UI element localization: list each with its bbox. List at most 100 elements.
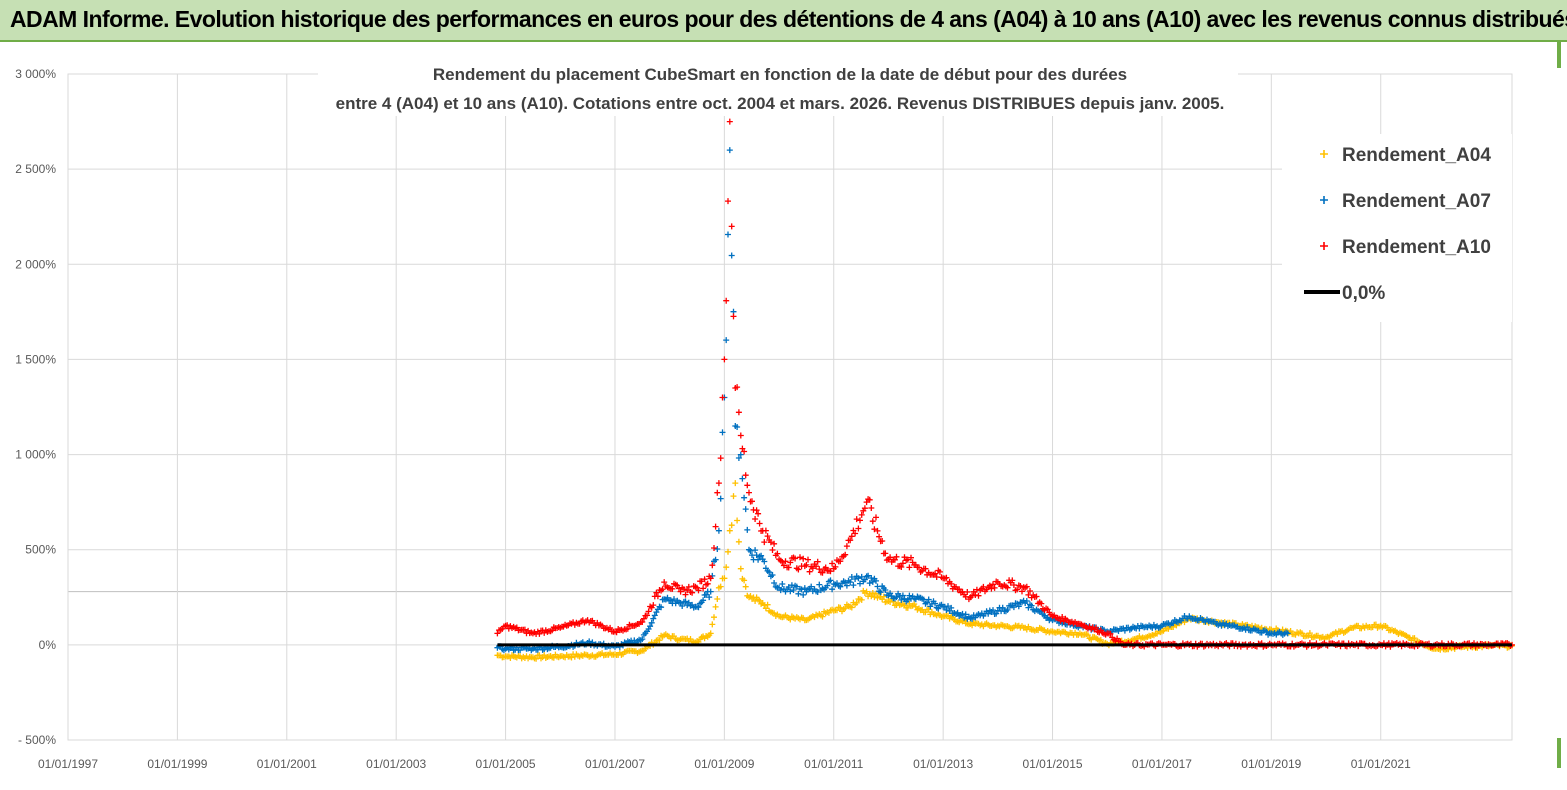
rendement-a07-point (703, 591, 710, 598)
rendement-a07-point (707, 588, 714, 595)
rendement-a04-point (967, 620, 974, 627)
rendement-a07-point (847, 579, 854, 586)
rendement-a10-point (871, 526, 878, 533)
chart-gridlines (67, 73, 1513, 741)
rendement-a10-point (680, 586, 687, 593)
y-tick-label: 1 500% (15, 352, 56, 366)
rendement-a07-point (715, 527, 722, 534)
rendement-a04-point (741, 577, 748, 584)
rendement-a10-point (814, 558, 821, 565)
rendement-a07-point (1004, 606, 1011, 613)
chart-title: Rendement du placement CubeSmart en fonc… (318, 58, 1238, 116)
rendement-a07-point (647, 623, 654, 630)
rendement-a04-point (502, 653, 509, 660)
rendement-a07-point (985, 610, 992, 617)
rendement-a10-point (685, 583, 692, 590)
rendement-a07-point (837, 583, 844, 590)
rendement-a07-point (869, 578, 876, 585)
y-tick-label: 500% (25, 543, 56, 557)
rendement-a07-point (648, 619, 655, 626)
rendement-a07-point (725, 231, 731, 238)
rendement-a10-point (893, 553, 900, 560)
rendement-a10-point (1059, 614, 1066, 620)
rendement-a10-point (863, 499, 870, 506)
rendement-a07-point (946, 608, 953, 614)
rendement-a04-point (1097, 636, 1104, 643)
rendement-a07-point (677, 600, 684, 606)
rendement-a10-point (689, 589, 696, 596)
rendement-a10-point (494, 630, 501, 637)
x-tick-label: 01/01/2013 (913, 757, 973, 771)
x-tick-label: 01/01/1999 (147, 757, 207, 771)
x-tick-label: 01/01/2019 (1241, 757, 1301, 771)
rendement-a07-point (999, 604, 1006, 611)
rendement-a04-point (711, 614, 717, 621)
legend-marker (1320, 196, 1328, 204)
rendement-a10-point (866, 496, 873, 503)
rendement-a07-point (962, 611, 969, 618)
rendement-a07-point (1015, 603, 1022, 610)
rendement-a07-point (824, 582, 831, 589)
rendement-a10-point (792, 555, 799, 562)
rendement-a07-point (726, 147, 733, 154)
rendement-a10-point (726, 118, 733, 125)
rendement-a10-point (879, 538, 886, 544)
rendement-a10-point (797, 554, 803, 561)
rendement-a10-point (639, 619, 646, 625)
rendement-a04-point (568, 654, 575, 661)
rendement-a10-point (645, 608, 652, 615)
rendement-a07-point (945, 603, 951, 610)
rendement-a10-point (712, 523, 719, 530)
rendement-a04-point (529, 654, 536, 661)
rendement-a04-point (1323, 634, 1329, 641)
rendement-a10-point (557, 624, 564, 631)
rendement-a04-point (1411, 635, 1418, 642)
rendement-a07-point (671, 596, 677, 603)
rendement-a10-point (529, 630, 536, 637)
rendement-a04-point (612, 651, 618, 658)
rendement-a10-point (843, 543, 850, 550)
rendement-a07-point (925, 596, 932, 603)
y-axis-labels: 3 000% 2 500% 2 000% 1 500% 1 000% 500% 0% - 50… (15, 67, 56, 747)
rendement-a07-point (742, 506, 749, 513)
rendement-a10-point (970, 588, 977, 595)
rendement-a10-point (746, 489, 752, 496)
rendement-a07-point (954, 609, 961, 616)
rendement-a10-point (1033, 593, 1040, 600)
rendement-a07-point (651, 612, 658, 619)
rendement-a10-point (904, 556, 911, 563)
rendement-a10-point (769, 547, 776, 553)
y-tick-label: 2 000% (15, 257, 56, 271)
rendement-a07-point (664, 594, 671, 601)
rendement-a10-point (694, 584, 700, 591)
rendement-a04-point (1084, 632, 1091, 639)
rendement-a04-point (819, 613, 826, 620)
rendement-a04-point (725, 548, 731, 555)
rendement-a07-point (728, 252, 735, 259)
rendement-a10-point (584, 617, 591, 624)
rendement-a10-point (684, 587, 691, 594)
rendement-a10-point (725, 198, 731, 205)
rendement-a10-point (771, 540, 778, 547)
rendement-a10-point (677, 588, 684, 595)
banner-title: ADAM Informe. Evolution historique des p… (10, 6, 1567, 32)
rendement-a10-point (719, 394, 726, 401)
rendement-a10-point (661, 579, 668, 586)
rendement-a10-point (774, 550, 781, 557)
rendement-a07-point (912, 596, 919, 603)
rendement-a10-point (549, 627, 556, 634)
rendement-a10-point (868, 505, 875, 511)
rendement-a10-point (1022, 584, 1029, 591)
rendement-a07-point (1158, 622, 1165, 629)
rendement-a04-point (639, 647, 646, 654)
y-tick-label: 1 000% (15, 448, 56, 462)
rendement-a10-point (861, 505, 868, 512)
rendement-a04-point (1158, 628, 1165, 635)
rendement-a04-point (1049, 628, 1056, 635)
rendement-a10-point (764, 533, 771, 540)
rendement-a04-point (830, 607, 837, 614)
rendement-a10-point (827, 568, 834, 575)
rendement-a04-point (1022, 624, 1029, 631)
rendement-a07-point (787, 588, 794, 595)
rendement-a10-point (714, 489, 721, 496)
